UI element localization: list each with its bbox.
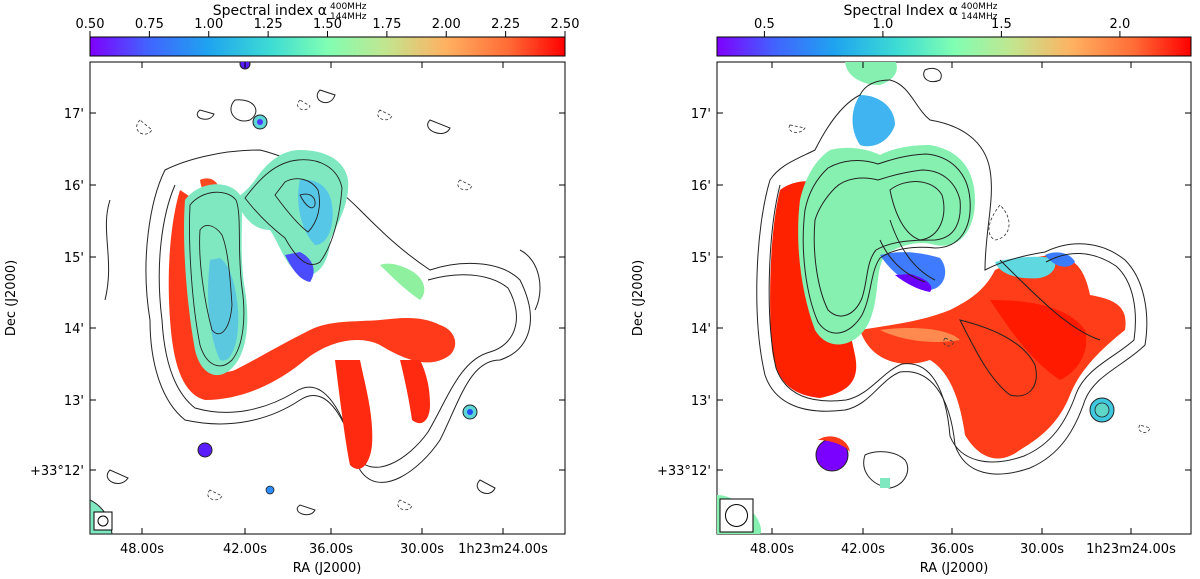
left-plot-frame [89,61,566,535]
y-tick-label: 15' [691,251,711,266]
right-colorbar-gradient [716,36,1192,57]
right-ylabel: Dec (J2000) [631,260,646,336]
left-steep-emission [168,178,456,469]
right-compact-sources [815,397,1115,488]
colorbar-tick-label: 2.50 [551,17,580,32]
right-panel: Spectral Index α 400MHz 144MHz 0.5 1.0 1.5… [631,2,1192,576]
y-tick-label: +33°12' [30,464,84,479]
colorbar-tick-label: 2.00 [432,17,461,32]
left-panel: Spectral index α 400MHz 144MHz 0.50 0.75 1… [4,2,579,576]
right-beam [719,498,754,533]
colorbar-tick-label: 1.50 [313,17,342,32]
colorbar-tick-label: 1.25 [254,17,283,32]
y-tick-label: 13' [64,394,84,409]
left-colorbar-sub: 144MHz [330,12,367,22]
x-tick-label: 48.00s [750,542,794,557]
left-colorbar-ticks: 0.50 0.75 1.00 1.25 1.50 1.75 2.00 2.25 2.50 [76,17,580,37]
y-tick-label: 14' [64,322,84,337]
x-tick-label: 36.00s [930,542,974,557]
left-inner-contours [189,159,343,367]
y-tick-label: 17' [64,107,84,122]
y-tick-label: 15' [64,251,84,266]
x-tick-label: 30.00s [400,542,444,557]
y-tick-label: 14' [691,322,711,337]
colorbar-tick-label: 2.0 [1110,17,1131,32]
left-axes: 48.00s 42.00s 36.00s 30.00s 1h23m24.00s 17' 16… [30,62,565,557]
y-tick-label: 16' [64,179,84,194]
right-dashed-contours [788,124,1151,433]
right-colorbar-sup: 400MHz [961,2,998,12]
left-ylabel: Dec (J2000) [4,260,19,336]
right-image [717,62,1151,534]
right-contours [756,67,1148,489]
right-axes: 48.00s 42.00s 36.00s 30.00s 1h23m24.00s 17' 16… [657,62,1191,557]
x-tick-label: 1h23m24.00s [458,542,548,557]
x-tick-label: 1h23m24.00s [1086,542,1176,557]
right-xlabel: RA (J2000) [920,561,989,576]
y-tick-label: 16' [691,179,711,194]
left-dashed-contours [136,99,473,511]
x-tick-label: 42.00s [841,542,885,557]
colorbar-tick-label: 1.75 [372,17,401,32]
left-colorbar-title: Spectral index α [213,3,327,19]
right-colorbar-sub: 144MHz [961,12,998,22]
left-beam [93,511,113,531]
colorbar-tick-label: 0.5 [754,17,775,32]
colorbar-tick-label: 1.0 [873,17,894,32]
colorbar-tick-label: 1.5 [991,17,1012,32]
y-tick-label: 17' [691,107,711,122]
x-tick-label: 36.00s [309,542,353,557]
y-tick-label: +33°12' [657,464,711,479]
left-colorbar-gradient [89,36,566,57]
y-tick-label: 13' [691,394,711,409]
x-tick-label: 30.00s [1020,542,1064,557]
left-image [90,62,541,534]
right-colorbar-title: Spectral Index α [844,3,958,19]
left-lobes [184,150,425,376]
colorbar-tick-label: 1.00 [194,17,223,32]
right-colorbar-ticks: 0.5 1.0 1.5 2.0 [754,17,1130,37]
left-colorbar: Spectral index α 400MHz 144MHz 0.50 0.75 1… [76,2,580,57]
right-lobes [717,62,1075,534]
left-xlabel: RA (J2000) [293,561,362,576]
x-tick-label: 48.00s [120,542,164,557]
x-tick-label: 42.00s [223,542,267,557]
colorbar-tick-label: 2.25 [491,17,520,32]
right-colorbar: Spectral Index α 400MHz 144MHz 0.5 1.0 1.5… [716,2,1192,57]
colorbar-tick-label: 0.75 [135,17,164,32]
colorbar-tick-label: 0.50 [76,17,105,32]
left-colorbar-sup: 400MHz [330,2,367,12]
